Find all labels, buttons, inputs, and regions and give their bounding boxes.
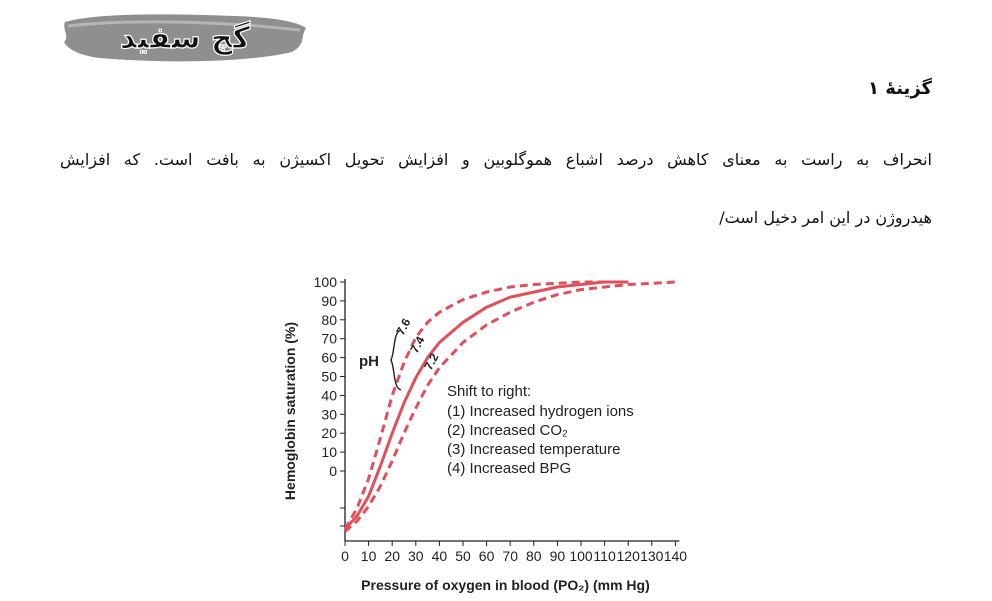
y-tick-label: 80 (321, 312, 337, 328)
y-tick-label: 10 (321, 444, 337, 460)
shift-right-item: (1) Increased hydrogen ions (447, 403, 634, 420)
x-tick-label: 90 (550, 548, 566, 564)
y-axis-label: Hemoglobin saturation (%) (282, 322, 298, 500)
shift-right-title: Shift to right: (447, 383, 531, 400)
explanation-line-1: انحراف به راست به معنای کاهش درصد اشباع … (60, 150, 932, 169)
series-line-ph-7-4 (343, 280, 629, 531)
x-tick-label: 10 (361, 548, 377, 564)
y-tick-label: 50 (321, 369, 337, 385)
y-tick-label: 70 (321, 331, 337, 347)
answer-heading: گزینۀ ۱ (868, 78, 932, 99)
x-tick-label: 110 (593, 548, 616, 564)
x-tick-label: 60 (479, 548, 495, 564)
y-tick-label: 40 (321, 387, 337, 403)
series-line-ph-7-2 (344, 280, 676, 533)
y-tick-label: 100 (314, 276, 338, 290)
x-axis-label: Pressure of oxygen in blood (PO₂) (mm Hg… (361, 577, 650, 593)
x-tick-label: 130 (640, 548, 664, 564)
series-line-ph-7-6 (343, 280, 629, 530)
x-tick-label: 140 (664, 548, 688, 564)
logo-text: گچ سفید (120, 20, 251, 56)
x-tick-label: 80 (526, 548, 542, 564)
logo: گچ سفید (64, 14, 306, 62)
y-tick-label: 20 (321, 425, 337, 441)
y-tick-label: 30 (321, 406, 337, 422)
shift-right-item: (4) Increased BPG (447, 460, 571, 477)
y-tick-label: 60 (321, 350, 337, 366)
shift-right-item: (3) Increased temperature (447, 441, 620, 458)
x-tick-label: 30 (408, 548, 424, 564)
x-tick-label: 70 (502, 548, 518, 564)
y-tick-label: 0 (329, 463, 337, 479)
explanation-line-2: هیدروژن در این امر دخیل است/ (719, 208, 932, 227)
x-tick-label: 20 (384, 548, 400, 564)
y-tick-label: 90 (321, 293, 337, 309)
ph-brace (390, 329, 402, 391)
ph-label: pH (359, 353, 379, 370)
x-tick-label: 0 (341, 548, 349, 564)
x-tick-label: 40 (432, 548, 448, 564)
x-tick-label: 50 (455, 548, 471, 564)
logo-brush-edge (67, 20, 301, 32)
shift-right-item: (2) Increased CO₂ (447, 422, 568, 439)
x-tick-label: 120 (617, 548, 641, 564)
x-tick-label: 100 (569, 548, 593, 564)
